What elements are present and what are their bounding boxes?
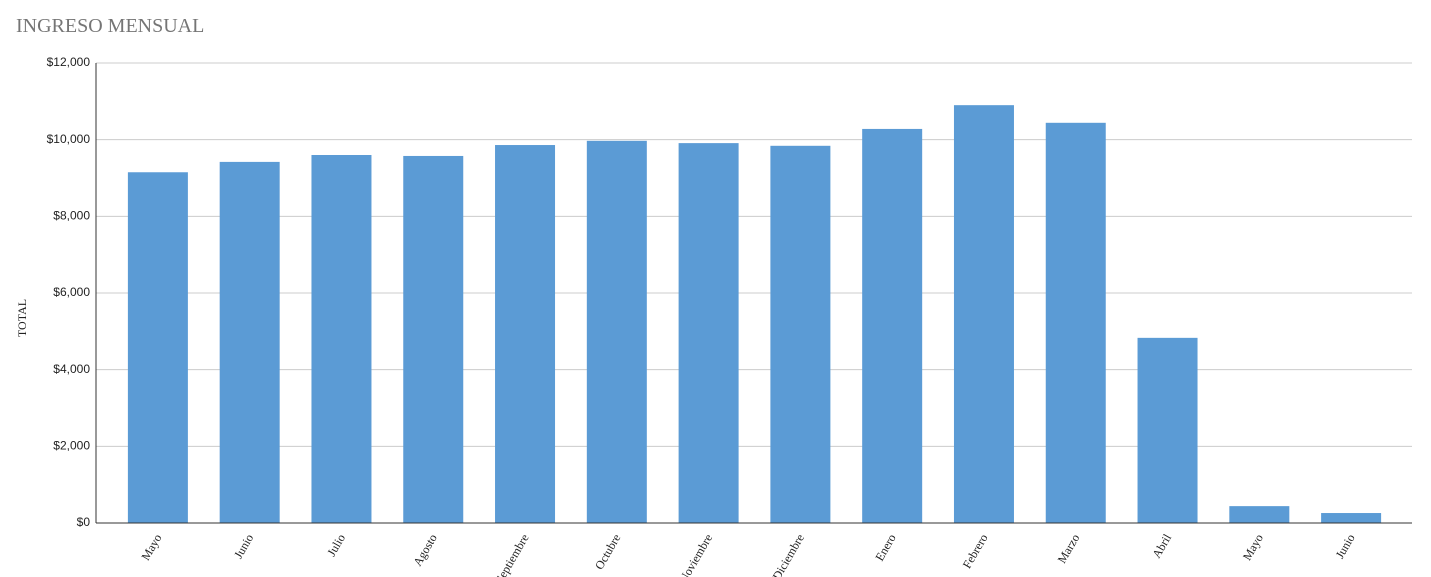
x-tick-label: Noviembre: [676, 532, 715, 577]
y-tick-label: $2,000: [53, 439, 90, 453]
y-tick-label: $0: [77, 515, 91, 529]
y-tick-label: $12,000: [47, 55, 91, 69]
y-tick-label: $8,000: [53, 209, 90, 223]
x-tick-label: Enero: [872, 532, 898, 564]
bar: [495, 145, 556, 524]
x-tick-label: Abril: [1149, 531, 1174, 561]
x-tick-label: Mayo: [138, 532, 164, 563]
y-tick-label: $6,000: [53, 285, 90, 299]
bar: [1137, 337, 1198, 523]
x-tick-label: Agosto: [410, 532, 439, 569]
bar: [1045, 122, 1106, 524]
x-tick-label: Julio: [324, 532, 348, 559]
bar: [678, 143, 739, 523]
bar: [311, 155, 372, 523]
bar: [953, 105, 1014, 524]
x-tick-label: Junio: [1333, 532, 1358, 562]
x-tick-label: Octubre: [592, 532, 623, 572]
bar: [862, 128, 923, 523]
y-tick-label: $4,000: [53, 362, 90, 376]
bar: [1321, 513, 1382, 523]
x-tick-label: Febrero: [960, 532, 991, 571]
x-tick-label: Junio: [231, 532, 256, 562]
y-axis-title: TOTAL: [15, 299, 29, 337]
x-tick-label: Septiembre: [492, 532, 531, 577]
bar: [219, 161, 280, 523]
chart-title: INGRESO MENSUAL: [16, 15, 204, 37]
bar: [403, 155, 464, 524]
bar: [1229, 506, 1290, 523]
x-tick-label: Diciembre: [770, 532, 807, 577]
bar: [127, 172, 188, 523]
y-tick-label: $10,000: [47, 132, 91, 146]
x-tick-label: Marzo: [1055, 532, 1083, 566]
bar: [586, 140, 647, 524]
x-tick-label: Mayo: [1240, 532, 1266, 563]
bar: [770, 145, 831, 524]
